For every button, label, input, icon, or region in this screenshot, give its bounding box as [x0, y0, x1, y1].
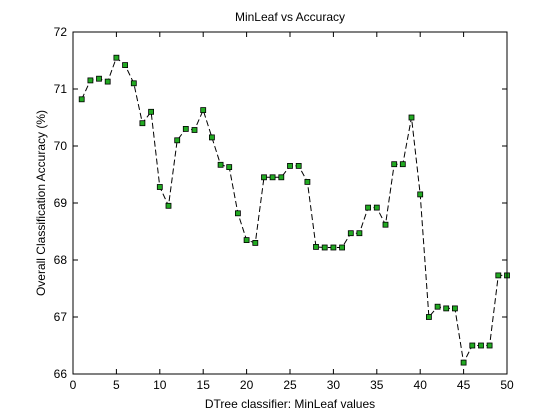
data-point-marker — [174, 137, 181, 144]
x-tick-label: 25 — [283, 378, 297, 392]
x-tick-label: 40 — [414, 378, 428, 392]
y-tick-label: 72 — [54, 25, 68, 39]
data-point-marker — [495, 272, 502, 279]
y-tick-label: 66 — [54, 367, 68, 381]
data-point-marker — [443, 305, 450, 312]
data-point-marker — [399, 161, 406, 168]
data-point-marker — [434, 303, 441, 310]
ticks-layer: 0 5 10 15 20 25 30 35 40 45 50 66 67 68 69 70 71 72 — [54, 25, 514, 392]
data-point-marker — [339, 244, 346, 251]
data-point-marker — [460, 359, 467, 366]
x-tick-label: 15 — [197, 378, 211, 392]
data-point-marker — [347, 230, 354, 237]
x-tick-label: 45 — [457, 378, 471, 392]
data-point-marker — [408, 114, 415, 121]
data-point-marker — [165, 202, 172, 209]
x-tick-label: 0 — [70, 378, 77, 392]
y-tick-label: 71 — [54, 82, 68, 96]
data-point-marker — [469, 342, 476, 349]
data-point-marker — [261, 174, 267, 181]
data-point-marker — [87, 77, 94, 84]
y-axis-title: Overall Classification Accuracy (%) — [34, 110, 48, 296]
plot-frame — [72, 31, 508, 375]
data-point-marker — [451, 305, 458, 312]
data-point-marker — [295, 162, 302, 169]
data-point-marker — [321, 244, 328, 251]
data-point-marker — [113, 54, 120, 61]
data-point-marker — [182, 126, 189, 132]
data-point-marker — [226, 164, 233, 171]
data-point-marker — [148, 108, 155, 115]
data-point-marker — [156, 184, 163, 190]
data-point-marker — [104, 78, 111, 85]
data-point-marker — [365, 204, 372, 211]
data-point-marker — [356, 230, 363, 237]
x-tick-label: 50 — [500, 378, 514, 392]
data-point-marker — [313, 243, 319, 250]
data-point-marker — [252, 239, 259, 246]
x-tick-label: 20 — [240, 378, 254, 392]
data-point-marker — [191, 127, 198, 133]
x-tick-label: 30 — [327, 378, 341, 392]
data-point-marker — [208, 134, 215, 141]
data-point-marker — [243, 237, 250, 244]
data-point-marker — [139, 120, 146, 127]
data-point-marker — [287, 162, 293, 169]
x-axis-title: DTree classifier: MinLeaf values — [205, 397, 375, 411]
data-point-marker — [304, 178, 311, 185]
data-point-marker — [217, 161, 224, 168]
data-point-marker — [96, 75, 102, 82]
data-point-marker — [234, 210, 241, 217]
y-tick-label: 69 — [54, 196, 68, 210]
data-point-marker — [391, 161, 398, 168]
data-point-marker — [382, 221, 389, 228]
y-tick-label: 68 — [54, 253, 68, 267]
data-point-marker — [373, 204, 380, 211]
series-line — [81, 56, 507, 365]
data-point-marker — [486, 342, 493, 349]
x-tick-label: 35 — [370, 378, 384, 392]
y-tick-label: 67 — [54, 310, 68, 324]
data-point-marker — [478, 342, 484, 349]
data-point-marker — [122, 62, 128, 68]
x-tick-label: 5 — [113, 378, 120, 392]
x-tick-label: 10 — [153, 378, 167, 392]
data-point-marker — [269, 174, 276, 181]
data-point-marker — [278, 174, 285, 181]
data-point-marker — [200, 107, 207, 113]
data-point-marker — [425, 314, 432, 320]
data-point-marker — [330, 244, 337, 251]
data-point-marker — [78, 96, 85, 103]
data-point-marker — [417, 191, 424, 198]
chart-title: MinLeaf vs Accuracy — [235, 10, 345, 24]
series-layer — [78, 54, 510, 366]
data-point-marker — [130, 80, 137, 87]
y-tick-label: 70 — [54, 139, 68, 153]
